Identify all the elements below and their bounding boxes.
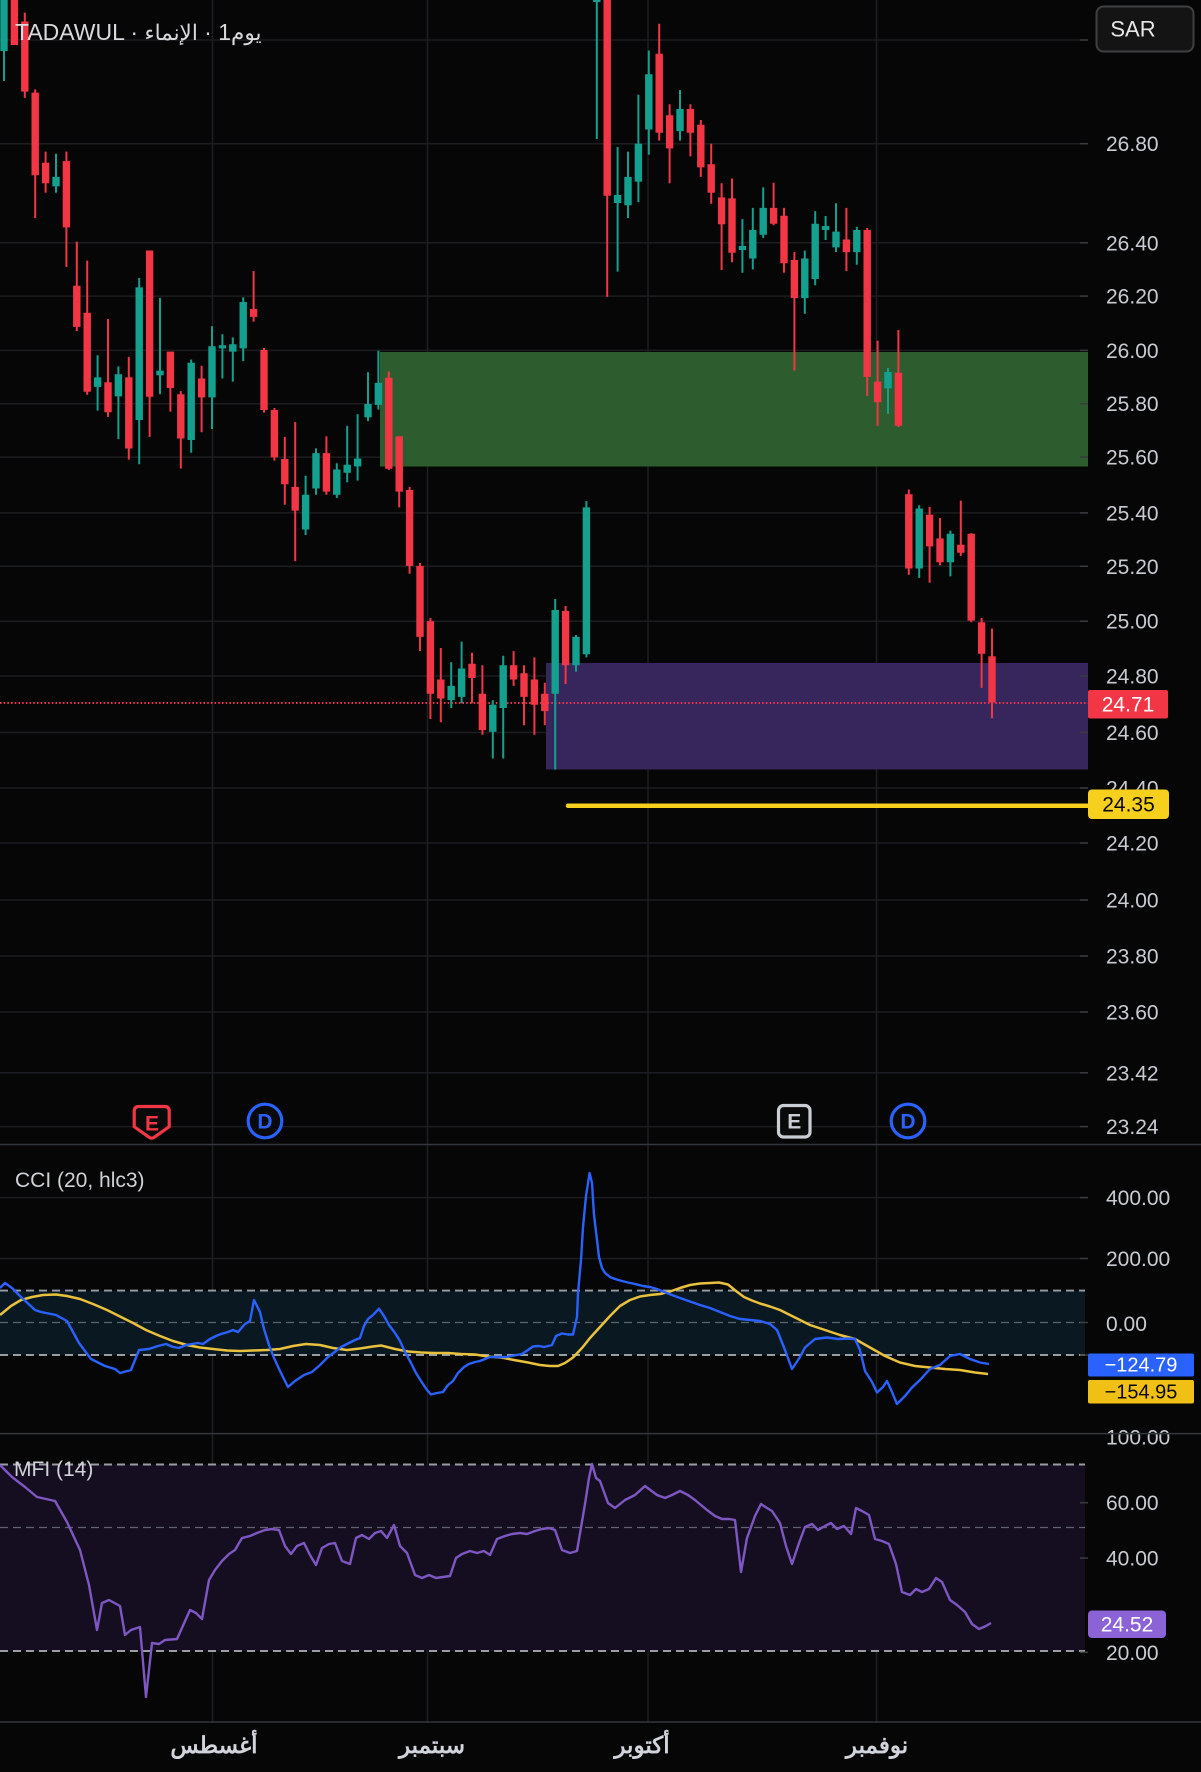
svg-text:23.24: 23.24 — [1106, 1116, 1159, 1139]
svg-text:25.00: 25.00 — [1106, 611, 1159, 634]
svg-text:نوفمبر: نوفمبر — [844, 1732, 908, 1760]
svg-text:24.35: 24.35 — [1102, 794, 1155, 817]
svg-text:23.60: 23.60 — [1106, 1002, 1159, 1025]
svg-text:E: E — [145, 1113, 159, 1136]
svg-text:25.20: 25.20 — [1106, 556, 1159, 579]
svg-text:20.00: 20.00 — [1106, 1642, 1159, 1665]
svg-text:24.71: 24.71 — [1102, 694, 1155, 717]
svg-text:25.40: 25.40 — [1106, 502, 1159, 525]
svg-text:−154.95: −154.95 — [1105, 1382, 1178, 1404]
svg-text:SAR: SAR — [1110, 17, 1155, 42]
svg-text:400.00: 400.00 — [1106, 1187, 1170, 1210]
svg-text:24.60: 24.60 — [1106, 722, 1159, 745]
svg-text:25.60: 25.60 — [1106, 447, 1159, 470]
svg-text:E: E — [787, 1111, 801, 1134]
svg-text:TADAWUL · ⁨الإنماء⁩ · 1⁨يوم⁩: TADAWUL · ⁨الإنماء⁩ · 1⁨يوم⁩ — [15, 19, 261, 46]
svg-text:26.20: 26.20 — [1106, 286, 1159, 309]
svg-text:24.20: 24.20 — [1106, 833, 1159, 856]
svg-text:−124.79: −124.79 — [1105, 1355, 1178, 1377]
svg-text:D: D — [257, 1111, 272, 1134]
svg-text:سبتمبر: سبتمبر — [397, 1732, 465, 1760]
svg-text:25.80: 25.80 — [1106, 393, 1159, 416]
svg-text:26.00: 26.00 — [1106, 340, 1159, 363]
svg-text:أكتوبر: أكتوبر — [612, 1729, 669, 1760]
svg-text:100.00: 100.00 — [1106, 1427, 1170, 1450]
svg-text:60.00: 60.00 — [1106, 1492, 1159, 1515]
svg-text:D: D — [900, 1111, 915, 1134]
svg-text:24.00: 24.00 — [1106, 890, 1159, 913]
svg-text:24.52: 24.52 — [1101, 1614, 1154, 1637]
svg-text:23.80: 23.80 — [1106, 946, 1159, 969]
svg-text:40.00: 40.00 — [1106, 1548, 1159, 1571]
svg-text:أغسطس: أغسطس — [170, 1729, 257, 1760]
svg-text:CCI (20, hlc3): CCI (20, hlc3) — [15, 1169, 145, 1192]
svg-text:26.80: 26.80 — [1106, 133, 1159, 156]
svg-text:23.42: 23.42 — [1106, 1062, 1159, 1085]
svg-text:0.00: 0.00 — [1106, 1313, 1147, 1336]
svg-text:24.80: 24.80 — [1106, 666, 1159, 689]
svg-text:MFI (14): MFI (14) — [14, 1458, 93, 1481]
svg-text:26.40: 26.40 — [1106, 232, 1159, 255]
svg-text:200.00: 200.00 — [1106, 1248, 1170, 1271]
